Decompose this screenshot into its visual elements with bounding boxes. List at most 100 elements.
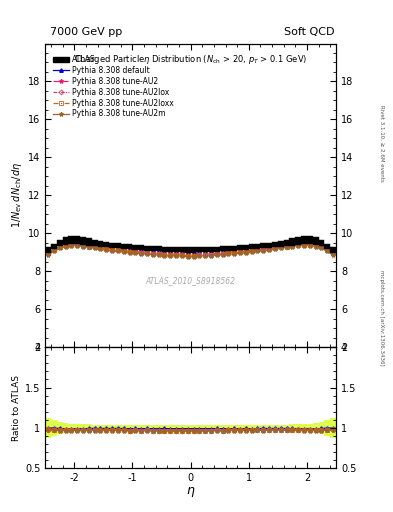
Pythia 8.308 tune-AU2lox — [261, 247, 266, 253]
Bar — [132, 425, 138, 431]
Pythia 8.308 tune-AU2lox — [278, 244, 283, 250]
Pythia 8.308 tune-AU2lox — [57, 244, 62, 250]
Pythia 8.308 default — [127, 245, 132, 251]
Pythia 8.308 tune-AU2lox — [185, 253, 190, 259]
Bar — [295, 237, 301, 245]
Pythia 8.308 default — [46, 247, 50, 253]
Pythia 8.308 tune-AU2 — [51, 246, 56, 252]
Pythia 8.308 default — [267, 243, 272, 249]
Pythia 8.308 tune-AU2loxx — [139, 250, 143, 256]
Pythia 8.308 tune-AU2 — [57, 243, 62, 249]
Pythia 8.308 tune-AU2lox — [116, 247, 120, 253]
Pythia 8.308 tune-AU2loxx — [255, 247, 260, 253]
Pythia 8.308 tune-AU2loxx — [133, 249, 138, 255]
Bar — [220, 246, 226, 251]
Bar — [249, 244, 255, 249]
Bar — [74, 236, 80, 244]
Pythia 8.308 tune-AU2loxx — [307, 242, 312, 248]
Pythia 8.308 tune-AU2loxx — [325, 247, 330, 253]
Pythia 8.308 default — [313, 240, 318, 246]
Bar — [196, 246, 202, 252]
Bar — [191, 247, 196, 253]
Pythia 8.308 default — [69, 239, 74, 245]
Pythia 8.308 default — [226, 247, 231, 253]
Pythia 8.308 tune-AU2loxx — [69, 242, 74, 248]
Bar — [319, 421, 324, 435]
Pythia 8.308 tune-AU2m — [133, 250, 138, 256]
Pythia 8.308 tune-AU2loxx — [63, 243, 68, 249]
Pythia 8.308 tune-AU2loxx — [232, 250, 237, 256]
Bar — [103, 242, 109, 247]
Pythia 8.308 tune-AU2loxx — [238, 249, 242, 255]
Pythia 8.308 tune-AU2 — [46, 249, 50, 255]
Line: Pythia 8.308 default: Pythia 8.308 default — [46, 240, 335, 254]
Pythia 8.308 tune-AU2loxx — [290, 243, 295, 249]
Pythia 8.308 tune-AU2loxx — [151, 251, 155, 257]
Pythia 8.308 tune-AU2loxx — [121, 248, 126, 254]
Pythia 8.308 tune-AU2m — [191, 254, 196, 260]
Bar — [80, 424, 86, 432]
Pythia 8.308 default — [174, 248, 178, 254]
Bar — [278, 241, 284, 246]
Pythia 8.308 tune-AU2m — [203, 253, 208, 259]
Bar — [179, 425, 185, 431]
Bar — [51, 420, 57, 436]
Pythia 8.308 tune-AU2loxx — [46, 250, 50, 256]
Pythia 8.308 tune-AU2m — [75, 243, 79, 249]
Pythia 8.308 tune-AU2 — [162, 251, 167, 257]
Text: ATLAS_2010_S8918562: ATLAS_2010_S8918562 — [145, 276, 236, 285]
Bar — [243, 425, 249, 431]
Bar — [74, 424, 80, 432]
Pythia 8.308 default — [121, 244, 126, 250]
Pythia 8.308 default — [284, 241, 289, 247]
Bar — [301, 424, 307, 432]
Pythia 8.308 tune-AU2lox — [209, 252, 213, 258]
Pythia 8.308 tune-AU2 — [203, 251, 208, 257]
Pythia 8.308 tune-AU2 — [110, 246, 114, 252]
Pythia 8.308 tune-AU2 — [197, 251, 202, 257]
Pythia 8.308 tune-AU2m — [313, 243, 318, 249]
Pythia 8.308 tune-AU2loxx — [75, 242, 79, 248]
Pythia 8.308 tune-AU2lox — [168, 252, 173, 258]
Pythia 8.308 tune-AU2loxx — [104, 246, 108, 252]
Pythia 8.308 tune-AU2loxx — [57, 244, 62, 250]
Pythia 8.308 tune-AU2 — [145, 249, 149, 255]
Pythia 8.308 default — [104, 243, 108, 249]
Pythia 8.308 tune-AU2loxx — [209, 252, 213, 258]
Bar — [202, 425, 208, 431]
Pythia 8.308 tune-AU2lox — [197, 252, 202, 258]
Pythia 8.308 tune-AU2m — [197, 253, 202, 259]
Bar — [266, 425, 272, 431]
Legend: ATLAS, Pythia 8.308 default, Pythia 8.308 tune-AU2, Pythia 8.308 tune-AU2lox, Py: ATLAS, Pythia 8.308 default, Pythia 8.30… — [52, 53, 175, 120]
Bar — [278, 425, 284, 431]
Bar — [103, 425, 109, 431]
Pythia 8.308 tune-AU2m — [116, 248, 120, 254]
Pythia 8.308 tune-AU2loxx — [110, 247, 114, 253]
Bar — [150, 425, 156, 431]
Pythia 8.308 tune-AU2 — [98, 244, 103, 250]
Pythia 8.308 tune-AU2 — [180, 251, 184, 257]
Pythia 8.308 tune-AU2 — [249, 247, 254, 253]
Pythia 8.308 tune-AU2m — [185, 254, 190, 260]
Pythia 8.308 default — [244, 245, 248, 251]
Bar — [185, 247, 191, 253]
Pythia 8.308 tune-AU2 — [209, 251, 213, 257]
Pythia 8.308 tune-AU2m — [244, 250, 248, 256]
Bar — [57, 421, 62, 435]
Bar — [226, 246, 231, 251]
Pythia 8.308 tune-AU2 — [139, 249, 143, 255]
Pythia 8.308 tune-AU2m — [81, 243, 85, 249]
Bar — [290, 424, 295, 432]
Pythia 8.308 tune-AU2m — [63, 243, 68, 249]
Pythia 8.308 tune-AU2 — [116, 246, 120, 252]
Pythia 8.308 tune-AU2lox — [226, 250, 231, 256]
Pythia 8.308 default — [302, 239, 307, 245]
Pythia 8.308 default — [75, 239, 79, 245]
Pythia 8.308 tune-AU2m — [261, 248, 266, 254]
Pythia 8.308 tune-AU2 — [284, 243, 289, 249]
Pythia 8.308 tune-AU2loxx — [156, 251, 161, 257]
Pythia 8.308 tune-AU2lox — [180, 252, 184, 258]
Pythia 8.308 tune-AU2lox — [162, 252, 167, 258]
Pythia 8.308 tune-AU2 — [215, 250, 219, 256]
Text: Charged Particle$\eta$ Distribution ($N_\mathregular{ch}$ > 20, $p_T$ > 0.1 GeV): Charged Particle$\eta$ Distribution ($N_… — [74, 53, 307, 66]
